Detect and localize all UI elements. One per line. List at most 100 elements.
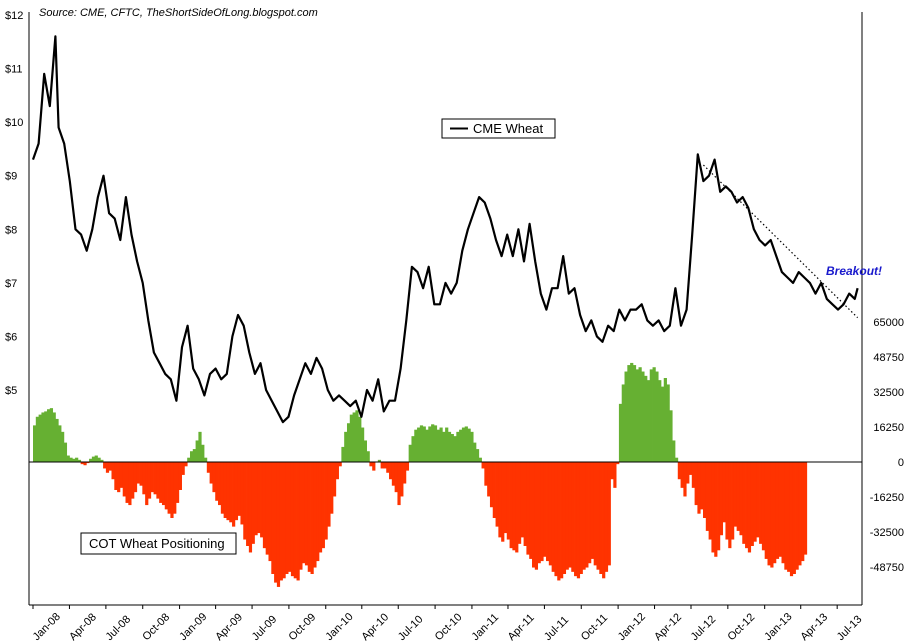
left-tick-label: $12: [5, 10, 23, 22]
cot-bar: [97, 457, 101, 462]
cot-bar: [122, 462, 126, 497]
cot-bar: [717, 462, 721, 551]
cot-bar: [461, 427, 466, 462]
cot-bar: [41, 412, 45, 462]
cot-bar: [722, 462, 726, 523]
cot-bar: [526, 462, 530, 555]
cot-bar: [355, 410, 359, 462]
cot-bar: [346, 423, 351, 462]
cot-bar: [389, 462, 393, 480]
cot-bar: [450, 434, 454, 462]
x-tick-label: Oct-08: [140, 611, 172, 643]
cot-bar: [77, 459, 82, 462]
cot-bar: [632, 365, 637, 462]
cot-bar: [363, 440, 367, 462]
cot-bar: [332, 462, 337, 497]
cot-bar: [666, 384, 670, 462]
cot-bar: [94, 455, 98, 462]
cot-bar: [377, 459, 382, 462]
cot-bar: [229, 462, 233, 523]
cot-bar: [498, 462, 502, 538]
cot-bar: [212, 462, 216, 493]
cot-bar: [470, 431, 474, 462]
cot-bar: [246, 462, 250, 546]
x-tick-label: Jan-13: [762, 611, 794, 643]
cot-bar: [61, 431, 65, 462]
cot-bar: [557, 462, 561, 581]
dotted-trendline: [702, 164, 859, 319]
cot-bar: [117, 462, 121, 493]
right-tick-label: -16250: [870, 492, 904, 504]
cot-bar: [358, 416, 362, 462]
cot-bar: [753, 462, 757, 542]
cot-bar: [288, 462, 292, 572]
cot-bar: [47, 409, 51, 462]
cot-bar: [719, 462, 724, 536]
cot-bar: [195, 440, 199, 462]
cot-bar: [254, 462, 258, 536]
x-tick-label: Jul-10: [396, 613, 426, 643]
cot-bar: [750, 462, 754, 546]
cot-bar: [537, 462, 541, 564]
cot-bar: [520, 462, 524, 538]
cot-bar: [248, 462, 253, 553]
cot-bar: [201, 444, 205, 462]
cot-bar: [414, 429, 418, 462]
x-tick-label: Apr-11: [506, 612, 537, 643]
right-tick-label: 48750: [873, 352, 904, 364]
cot-bar: [366, 451, 370, 462]
cot-bar: [91, 456, 96, 462]
cot-bar: [232, 462, 236, 527]
cot-bar: [425, 429, 429, 462]
x-tick-label: Apr-10: [359, 611, 391, 643]
cot-bar: [607, 462, 611, 566]
cot-bar: [473, 442, 477, 462]
cot-bar: [484, 462, 488, 486]
cot-bar: [38, 414, 42, 462]
cot-bar: [501, 462, 505, 542]
cot-bar: [778, 462, 782, 557]
cot-bar: [105, 462, 110, 473]
cot-bar: [764, 462, 768, 559]
cot-bar: [341, 446, 345, 462]
cot-bar: [304, 462, 309, 566]
cot-bar: [571, 462, 575, 572]
x-tick-label: Jul-12: [689, 613, 719, 643]
x-tick-label: Oct-12: [725, 611, 757, 643]
cot-bar: [282, 462, 286, 579]
cot-bar: [251, 462, 255, 544]
cot-bar: [621, 384, 625, 462]
x-tick-label: Jan-11: [470, 611, 502, 643]
cot-label: COT Wheat Positioning: [80, 532, 237, 555]
cot-bar: [125, 462, 129, 503]
cot-bar: [220, 462, 225, 514]
price-legend: CME Wheat: [441, 118, 556, 139]
right-tick-label: 65000: [873, 317, 904, 329]
cot-bar: [630, 362, 634, 462]
cot-bar: [733, 462, 738, 527]
cot-bar: [641, 371, 645, 462]
cot-bar: [481, 462, 485, 469]
cot-bar: [58, 425, 62, 462]
cot-bar: [403, 462, 407, 484]
cot-bar: [114, 462, 118, 490]
cot-bar: [386, 462, 390, 473]
cot-bar: [189, 451, 194, 462]
cot-bar: [361, 427, 365, 462]
cot-bar: [257, 462, 261, 534]
cot-bar: [475, 449, 480, 462]
cot-bar: [369, 462, 373, 467]
cot-bar: [321, 462, 325, 549]
cot-bar: [456, 431, 460, 462]
cot-bar: [492, 462, 496, 518]
cot-bar: [352, 412, 356, 462]
cot-bar: [405, 462, 410, 471]
cot-bar: [691, 462, 695, 488]
cot-bar: [226, 462, 230, 521]
cot-bar: [243, 462, 247, 540]
x-tick-label: Apr-08: [67, 611, 99, 643]
cot-bar: [801, 462, 805, 562]
cot-bar: [495, 462, 499, 527]
left-tick-label: $7: [5, 278, 17, 290]
